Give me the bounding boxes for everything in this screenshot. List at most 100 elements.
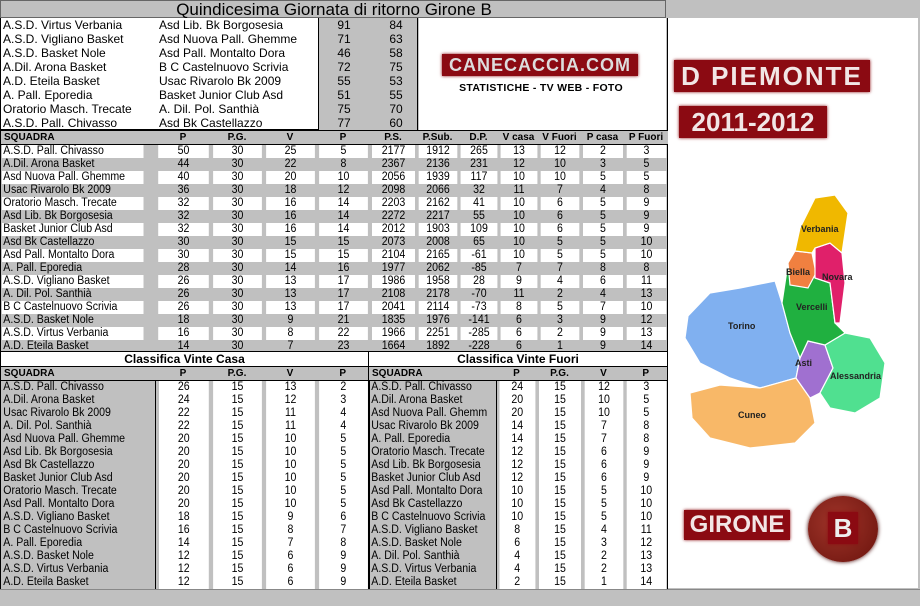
column-header[interactable]: V [263,130,317,145]
girone-logo: GIRONE [684,510,790,540]
cell: 15 [538,485,581,498]
cell: 16 [318,262,368,275]
cell: 10 [500,236,537,249]
cell: 6 [265,563,315,576]
column-header[interactable]: P [155,130,211,145]
cell: 15 [212,563,262,576]
cell: 11 [500,184,537,197]
column-header[interactable]: V [263,366,317,381]
cell: -70 [460,288,497,301]
team-name: Oratorio Masch. Trecate [0,485,144,498]
cell: 20 [498,407,535,420]
column-header[interactable]: V casa [498,130,539,145]
cell: 8 [498,524,535,537]
column-header[interactable]: SQUADRA [0,130,156,145]
cell: 6 [584,472,623,485]
column-header[interactable]: P.G. [210,130,264,145]
table-row: A.D. Eteila Basket 14 30 7 23 1664 1892 -228 6 1 9… [0,340,668,353]
column-header[interactable]: D.P. [458,130,499,145]
cell: 65 [460,236,497,249]
column-header[interactable]: V Fuori [538,130,581,145]
standings-table: SQUADRA P P.G. V P P.S. P.Sub. D.P. V casa V Fuor… [0,130,668,353]
cell: 15 [212,524,262,537]
cell: -73 [460,301,497,314]
cell: 10 [626,301,666,314]
home-team: A.S.D. Pall. Chivasso [3,116,118,130]
table-row: A.S.D. Vigliano Basket 18 15 9 6 [0,511,370,524]
cell: 6 [265,550,315,563]
cell: 32 [157,197,209,210]
cell: 30 [212,197,262,210]
column-header[interactable]: P [624,366,668,381]
cell: 2 [498,576,535,590]
cell: 12 [540,144,579,158]
cell: 2056 [371,171,415,184]
column-header[interactable]: SQUADRA [368,366,497,381]
cell: 1912 [418,144,457,158]
cell: 20 [157,485,209,498]
cell: 3 [584,537,623,550]
column-header[interactable]: SQUADRA [0,366,156,381]
cell: 18 [157,314,209,327]
team-name: Asd Bk Castellazzo [368,498,487,511]
cell: 14 [626,576,666,590]
cell: 1835 [371,314,415,327]
team-name: Asd Pall. Montalto Dora [368,485,487,498]
cell: 5 [584,485,623,498]
team-name: Asd Nuova Pall. Ghemme [0,433,144,446]
cell: 20 [157,472,209,485]
cell: 12 [498,459,535,472]
cell: 13 [500,144,537,158]
column-header[interactable]: P [496,366,537,381]
table-row: B C Castelnuovo Scrivia 26 30 13 17 2041 2114-… [0,301,668,314]
cell: 15 [538,380,581,394]
header-row: SQUADRA P P.G. V P P.S. P.Sub. D.P. V casa V Fuor… [0,130,668,145]
team-name: Asd Nuova Pall. Ghemme [0,171,144,184]
cell: 10 [626,249,666,262]
cell: 30 [212,236,262,249]
cell: 22 [157,420,209,433]
cell: 6 [498,537,535,550]
cell: 28 [460,275,497,288]
away-team: Usac Rivarolo Bk 2009 [159,74,282,88]
cell: 6 [500,327,537,340]
cell: 11 [626,275,666,288]
basketball-icon: B [808,496,878,562]
column-header[interactable]: P.Sub. [416,130,459,145]
team-name: Asd Pall. Montalto Dora [0,498,144,511]
cell: 5 [318,472,368,485]
cell: 15 [212,420,262,433]
away-team: Asd Bk Castellazzo [159,116,263,130]
cell: 10 [540,171,579,184]
column-header[interactable]: P casa [580,130,625,145]
cell: 2 [540,288,579,301]
cell: 14 [318,210,368,223]
column-header[interactable]: P.G. [210,366,264,381]
team-name: A.S.D. Pall. Chivasso [0,144,144,158]
cell: 14 [318,197,368,210]
column-header[interactable]: P.S. [369,130,417,145]
column-header[interactable]: P [316,366,370,381]
cell: 1903 [418,223,457,236]
header-row: SQUADRA P P.G. V P [0,366,370,381]
piemonte-map: Verbania Biella Novara Vercelli Torino A… [684,194,886,448]
cell: 12 [626,537,666,550]
cell: 5 [626,394,666,407]
map-label-torino: Torino [728,321,756,331]
cell: 6 [500,314,537,327]
team-name: A.S.D. Virtus Verbania [368,563,487,576]
cell: 4 [498,563,535,576]
column-header[interactable]: P.G. [536,366,583,381]
column-header[interactable]: V [582,366,625,381]
cell: 12 [157,563,209,576]
table-row: Asd Lib. Bk Borgosesia 20 15 10 5 [0,446,370,459]
home-team: A.Dil. Arona Basket [3,60,107,74]
team-name: A.S.D. Basket Nole [368,537,487,550]
column-header[interactable]: P [155,366,211,381]
cell: 15 [212,472,262,485]
cell: 5 [584,498,623,511]
league-logo: D PIEMONTE [674,60,870,92]
column-header[interactable]: P Fuori [624,130,668,145]
column-header[interactable]: P [316,130,370,145]
cell: 2062 [418,262,457,275]
